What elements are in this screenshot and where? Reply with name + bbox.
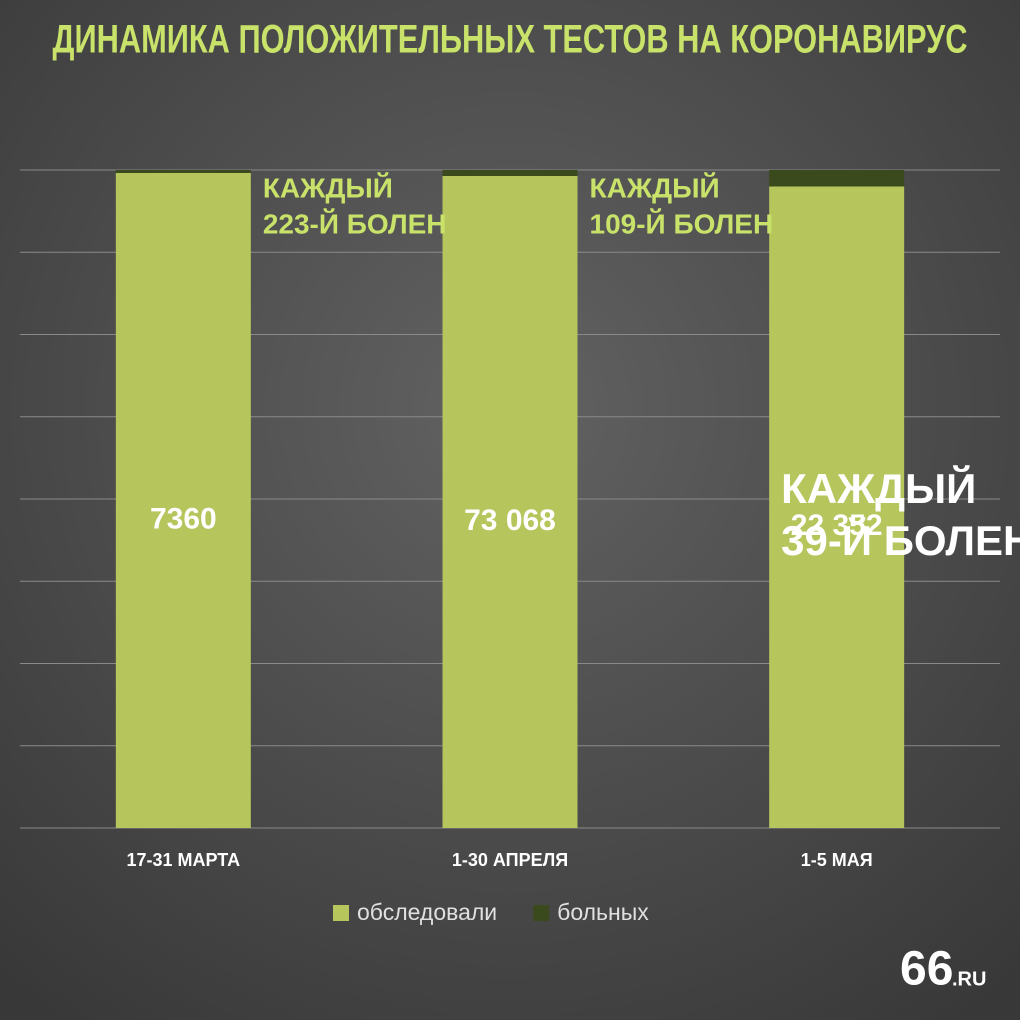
value-label: 73 068 bbox=[464, 504, 556, 537]
value-label: 670 bbox=[485, 226, 535, 259]
value-label: 574 bbox=[812, 360, 862, 393]
logo-suffix: .RU bbox=[952, 968, 986, 990]
value-label: 33 bbox=[167, 190, 200, 223]
bar-segment bbox=[115, 172, 251, 828]
legend-label: обследовали bbox=[357, 899, 497, 925]
annotation: 39-Й БОЛЕН bbox=[781, 516, 1020, 564]
bar-segment bbox=[115, 170, 251, 173]
logo: 66 bbox=[900, 943, 953, 996]
chart-title: ДИНАМИКА ПОЛОЖИТЕЛЬНЫХ ТЕСТОВ НА КОРОНАВ… bbox=[53, 18, 968, 62]
annotation: КАЖДЫЙ bbox=[781, 464, 976, 512]
annotation: 109-Й БОЛЕН bbox=[590, 207, 774, 239]
value-label: 22 352 bbox=[791, 509, 883, 542]
x-tick-label: 1-30 АПРЕЛЯ bbox=[452, 850, 568, 870]
annotation: КАЖДЫЙ bbox=[263, 171, 393, 203]
value-label: 7360 bbox=[150, 502, 217, 535]
annotation: 223-Й БОЛЕН bbox=[263, 207, 447, 239]
annotation: КАЖДЫЙ bbox=[590, 171, 720, 203]
bar-segment bbox=[769, 170, 905, 187]
bar-segment bbox=[769, 186, 905, 829]
x-tick-label: 1-5 МАЯ bbox=[801, 850, 873, 870]
x-tick-label: 17-31 МАРТА bbox=[126, 850, 240, 870]
bar-segment bbox=[442, 170, 578, 176]
legend-label: больных bbox=[557, 899, 649, 925]
bar-segment bbox=[442, 175, 578, 828]
legend-swatch bbox=[533, 905, 550, 921]
legend-swatch bbox=[333, 905, 349, 921]
